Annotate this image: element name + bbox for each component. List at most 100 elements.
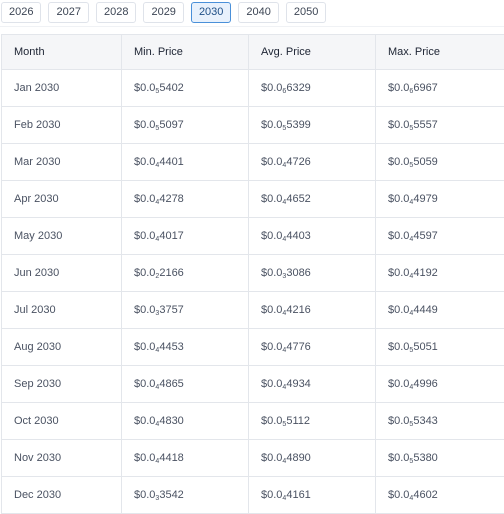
- table-row: Sep 2030$0.044865$0.044934$0.044996: [2, 366, 504, 403]
- price-digits: 4830: [159, 415, 183, 427]
- price-prefix: $0.0: [261, 341, 282, 353]
- price-prefix: $0.0: [134, 193, 155, 205]
- price-digits: 4161: [286, 489, 310, 501]
- price-digits: 4890: [286, 452, 310, 464]
- price-digits: 5051: [413, 341, 437, 353]
- month-cell: Mar 2030: [2, 144, 122, 181]
- price-digits: 4216: [286, 304, 310, 316]
- price-prefix: $0.0: [261, 304, 282, 316]
- month-cell: Sep 2030: [2, 366, 122, 403]
- max-price-cell: $0.055059: [376, 144, 504, 181]
- month-cell: Oct 2030: [2, 403, 122, 440]
- table-row: Dec 2030$0.033542$0.044161$0.044602: [2, 477, 504, 514]
- price-digits: 4726: [286, 156, 310, 168]
- price-digits: 4865: [159, 378, 183, 390]
- price-prefix: $0.0: [388, 267, 409, 279]
- min-price-cell: $0.044401: [122, 144, 249, 181]
- avg-price-cell: $0.044216: [249, 292, 376, 329]
- price-prefix: $0.0: [134, 378, 155, 390]
- avg-price-cell: $0.044776: [249, 329, 376, 366]
- price-prefix: $0.0: [261, 230, 282, 242]
- min-price-cell: $0.044453: [122, 329, 249, 366]
- price-digits: 3086: [286, 267, 310, 279]
- price-prefix: $0.0: [388, 156, 409, 168]
- avg-price-cell: $0.055399: [249, 107, 376, 144]
- price-digits: 4652: [286, 193, 310, 205]
- year-tab-2030[interactable]: 2030: [191, 2, 231, 23]
- avg-price-cell: $0.044726: [249, 144, 376, 181]
- max-price-cell: $0.066967: [376, 70, 504, 107]
- price-prefix: $0.0: [134, 489, 155, 501]
- avg-price-cell: $0.044934: [249, 366, 376, 403]
- price-prefix: $0.0: [134, 82, 155, 94]
- price-digits: 5380: [413, 452, 437, 464]
- table-row: Aug 2030$0.044453$0.044776$0.055051: [2, 329, 504, 366]
- year-tab-2029[interactable]: 2029: [143, 2, 183, 23]
- price-prefix: $0.0: [134, 156, 155, 168]
- price-prefix: $0.0: [388, 193, 409, 205]
- min-price-cell: $0.055402: [122, 70, 249, 107]
- avg-price-cell: $0.033086: [249, 255, 376, 292]
- price-prediction-table-container: Month Min. Price Avg. Price Max. Price J…: [1, 34, 504, 514]
- min-price-cell: $0.022166: [122, 255, 249, 292]
- min-price-cell: $0.044830: [122, 403, 249, 440]
- price-digits: 6329: [286, 82, 310, 94]
- price-prefix: $0.0: [134, 119, 155, 131]
- price-prefix: $0.0: [134, 267, 155, 279]
- avg-price-cell: $0.044403: [249, 218, 376, 255]
- price-digits: 4418: [159, 452, 183, 464]
- price-prefix: $0.0: [388, 304, 409, 316]
- price-digits: 5402: [159, 82, 183, 94]
- price-prefix: $0.0: [134, 452, 155, 464]
- min-price-cell: $0.033757: [122, 292, 249, 329]
- price-prefix: $0.0: [388, 452, 409, 464]
- year-tab-2028[interactable]: 2028: [96, 2, 136, 23]
- price-prefix: $0.0: [261, 119, 282, 131]
- max-price-cell: $0.044602: [376, 477, 504, 514]
- year-tabs: 2026 2027 2028 2029 2030 2040 2050: [0, 2, 326, 23]
- year-tab-2026[interactable]: 2026: [1, 2, 41, 23]
- price-digits: 6967: [413, 82, 437, 94]
- price-digits: 3542: [159, 489, 183, 501]
- table-row: Feb 2030$0.055097$0.055399$0.055557: [2, 107, 504, 144]
- price-digits: 4453: [159, 341, 183, 353]
- avg-price-cell: $0.044890: [249, 440, 376, 477]
- table-row: Oct 2030$0.044830$0.055112$0.055343: [2, 403, 504, 440]
- price-digits: 4401: [159, 156, 183, 168]
- price-prefix: $0.0: [388, 119, 409, 131]
- avg-price-cell: $0.044161: [249, 477, 376, 514]
- year-tab-2040[interactable]: 2040: [238, 2, 278, 23]
- max-price-cell: $0.055557: [376, 107, 504, 144]
- price-prefix: $0.0: [388, 82, 409, 94]
- column-header-month: Month: [2, 35, 122, 70]
- max-price-cell: $0.044597: [376, 218, 504, 255]
- year-tab-2050[interactable]: 2050: [286, 2, 326, 23]
- price-digits: 4597: [413, 230, 437, 242]
- min-price-cell: $0.044278: [122, 181, 249, 218]
- price-prediction-table: Month Min. Price Avg. Price Max. Price J…: [1, 34, 504, 514]
- price-digits: 4934: [286, 378, 310, 390]
- price-prefix: $0.0: [261, 415, 282, 427]
- max-price-cell: $0.044979: [376, 181, 504, 218]
- price-digits: 4403: [286, 230, 310, 242]
- price-digits: 4449: [413, 304, 437, 316]
- min-price-cell: $0.033542: [122, 477, 249, 514]
- price-prefix: $0.0: [134, 341, 155, 353]
- column-header-max-price: Max. Price: [376, 35, 504, 70]
- max-price-cell: $0.055051: [376, 329, 504, 366]
- table-row: Jun 2030$0.022166$0.033086$0.044192: [2, 255, 504, 292]
- max-price-cell: $0.044192: [376, 255, 504, 292]
- price-prefix: $0.0: [261, 452, 282, 464]
- max-price-cell: $0.055343: [376, 403, 504, 440]
- table-row: Jul 2030$0.033757$0.044216$0.044449: [2, 292, 504, 329]
- price-prefix: $0.0: [134, 415, 155, 427]
- price-digits: 5557: [413, 119, 437, 131]
- min-price-cell: $0.044418: [122, 440, 249, 477]
- price-prefix: $0.0: [388, 230, 409, 242]
- year-tab-2027[interactable]: 2027: [48, 2, 88, 23]
- month-cell: Jun 2030: [2, 255, 122, 292]
- price-digits: 4776: [286, 341, 310, 353]
- month-cell: Aug 2030: [2, 329, 122, 366]
- price-prefix: $0.0: [388, 378, 409, 390]
